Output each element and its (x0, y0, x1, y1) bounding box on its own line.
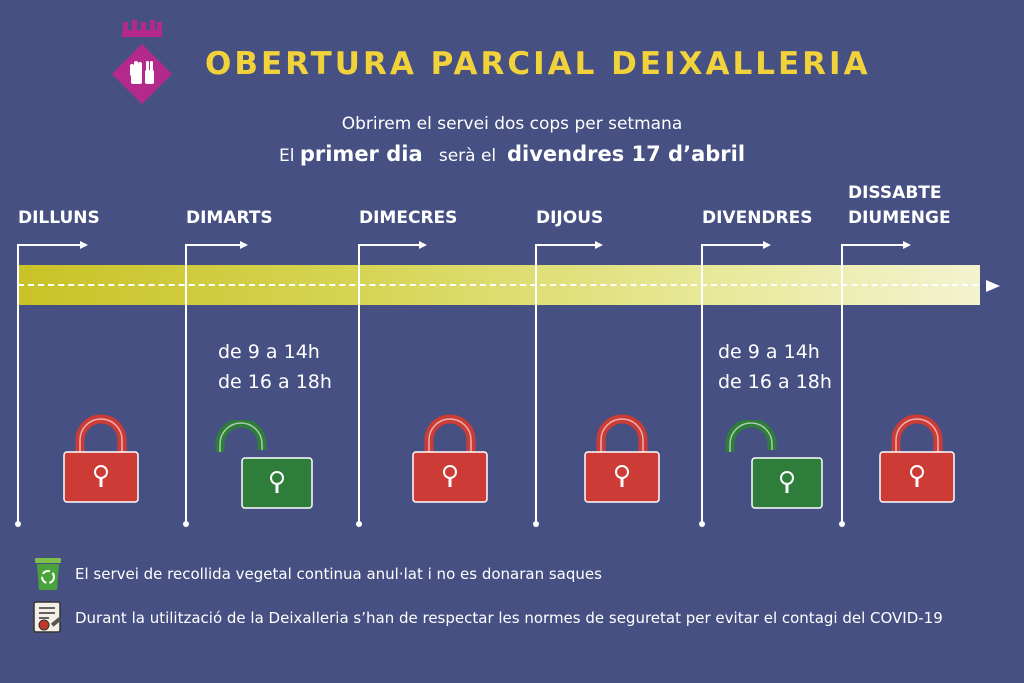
day-label-dissabte: DISSABTE (848, 183, 942, 203)
first-day-text-4: divendres 17 d’abril (506, 142, 746, 166)
day-dot (699, 521, 705, 527)
day-line-dimecres (358, 244, 360, 524)
open-lock-icon (215, 420, 313, 509)
page-title: OBERTURA PARCIAL DEIXALLERIA (205, 46, 871, 82)
first-day-text-2: primer dia (299, 142, 423, 166)
day-dot (533, 521, 539, 527)
timeline-dashed-line (18, 284, 978, 286)
hours-dimarts: de 9 a 14h de 16 a 18h (218, 337, 332, 397)
first-day-announcement: El primer dia serà el divendres 17 d’abr… (0, 142, 1024, 166)
day-line-dijous (535, 244, 537, 524)
closed-lock-icon (412, 414, 488, 503)
hours-morning: de 9 a 14h (218, 341, 320, 363)
day-line-dimarts (185, 244, 187, 524)
open-lock-icon (725, 420, 823, 509)
day-label-dilluns: DILLUNS (18, 208, 100, 228)
first-day-text-1: El (278, 146, 295, 166)
day-label-diumenge: DIUMENGE (848, 208, 951, 228)
day-dot (15, 521, 21, 527)
day-dot (839, 521, 845, 527)
footer-note-vegetal: El servei de recollida vegetal continua … (75, 565, 602, 583)
day-line-divendres (701, 244, 703, 524)
timeline-arrow-icon (986, 280, 1000, 292)
crown-icon (122, 20, 162, 37)
document-rules-icon (33, 601, 62, 633)
day-line-dissabte (841, 244, 843, 524)
day-label-divendres: DIVENDRES (702, 208, 813, 228)
day-label-dimarts: DIMARTS (186, 208, 273, 228)
first-day-text-3: serà el (438, 146, 497, 166)
hours-morning: de 9 a 14h (718, 341, 820, 363)
day-dot (356, 521, 362, 527)
recycle-bin-icon (35, 558, 61, 590)
day-line-dilluns (17, 244, 19, 524)
day-label-dimecres: DIMECRES (359, 208, 458, 228)
subtitle: Obrirem el servei dos cops per setmana (341, 114, 683, 134)
closed-lock-icon (63, 414, 139, 503)
closed-lock-icon (879, 414, 955, 503)
footer-note-covid: Durant la utilització de la Deixalleria … (75, 609, 943, 627)
town-crest-logo (112, 20, 172, 104)
closed-lock-icon (584, 414, 660, 503)
hours-afternoon: de 16 a 18h (718, 371, 832, 393)
hours-divendres: de 9 a 14h de 16 a 18h (718, 337, 832, 397)
day-dot (183, 521, 189, 527)
day-label-dijous: DIJOUS (536, 208, 604, 228)
day-arrows (18, 241, 911, 249)
hours-afternoon: de 16 a 18h (218, 371, 332, 393)
